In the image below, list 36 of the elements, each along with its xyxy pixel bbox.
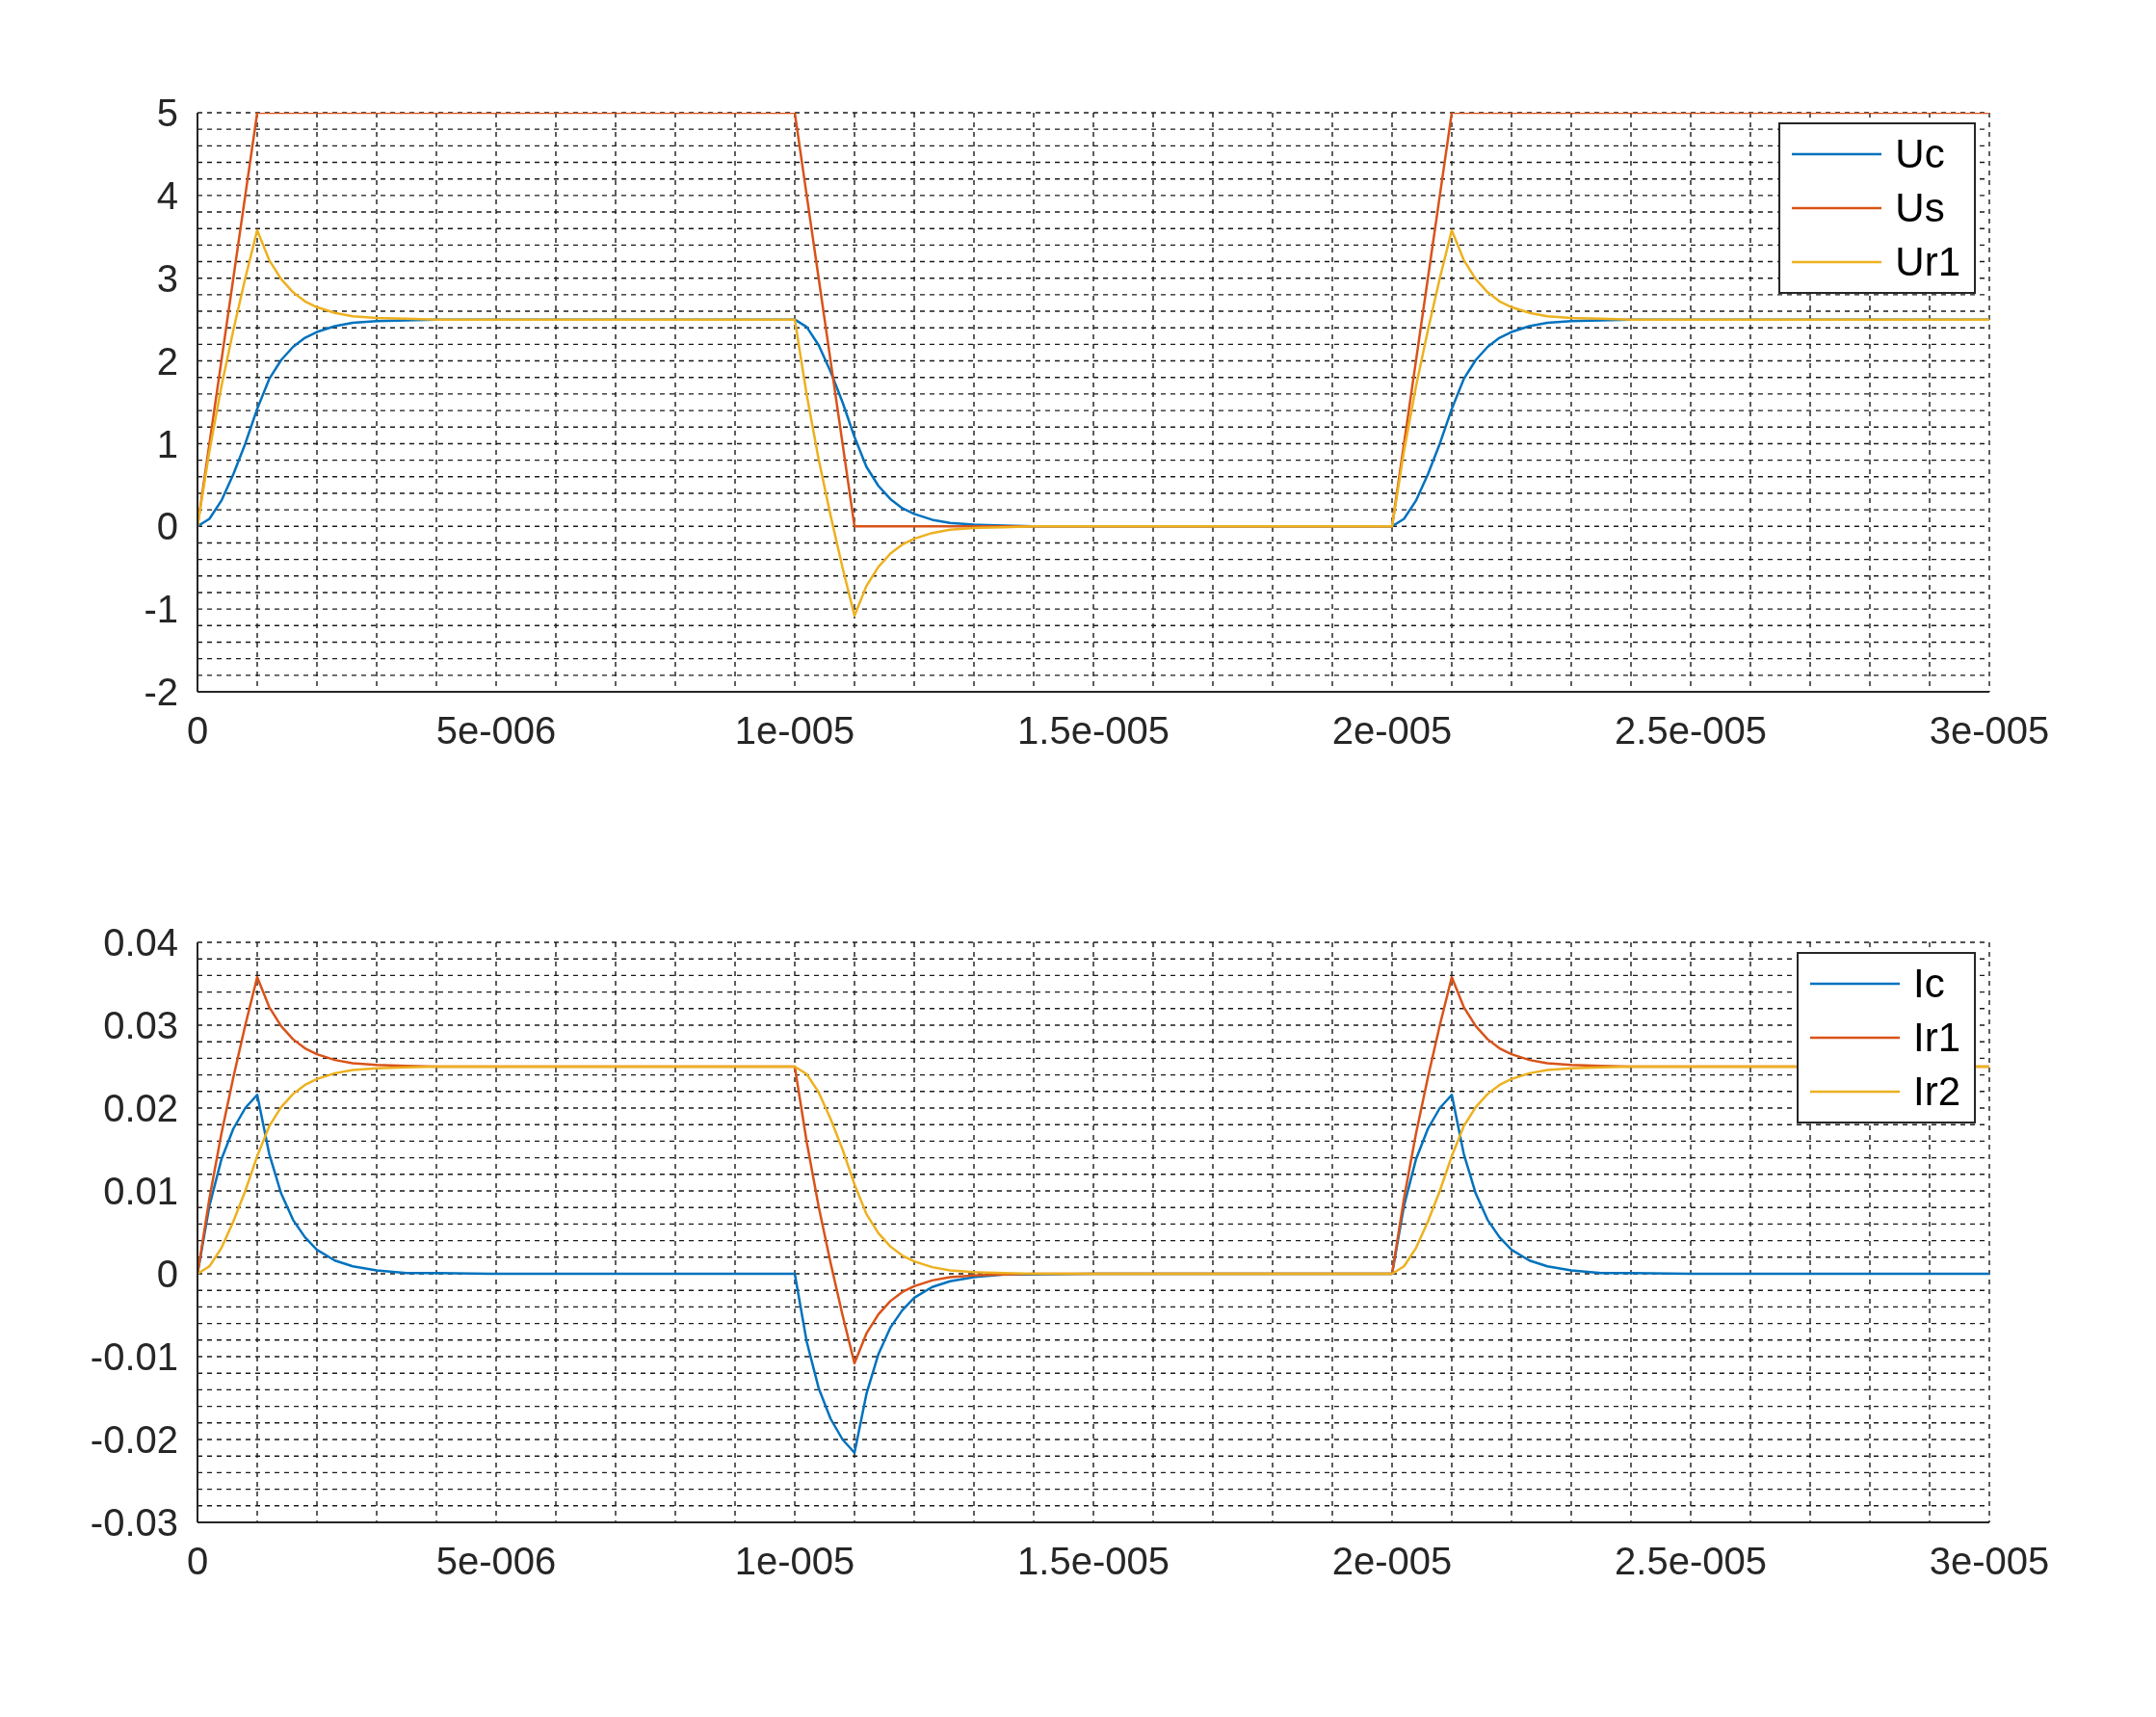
y-tick-label: 0.03: [103, 1004, 178, 1047]
x-tick-label: 3e-005: [1929, 709, 2050, 753]
y-tick-label: 1: [156, 422, 178, 465]
legend-label: Uc: [1895, 131, 1945, 177]
x-tick-label: 0: [186, 709, 209, 753]
x-tick-label: 0: [186, 1540, 209, 1583]
legend-label: Us: [1895, 185, 1945, 231]
y-tick-label: -2: [144, 671, 178, 714]
y-tick-label: 4: [156, 174, 178, 218]
y-tick-label: 5: [156, 92, 178, 135]
y-tick-label: -0.03: [90, 1501, 178, 1545]
y-tick-label: 0.01: [103, 1170, 178, 1213]
x-tick-label: 5e-006: [435, 1540, 557, 1583]
x-tick-label: 1.5e-005: [1017, 709, 1170, 753]
legend-label: Ic: [1912, 961, 1945, 1007]
y-tick-label: 0.02: [103, 1087, 178, 1130]
x-tick-label: 2e-005: [1331, 709, 1453, 753]
legend-label: Ur1: [1895, 239, 1960, 285]
x-tick-label: 1e-005: [734, 709, 855, 753]
legend-label: Ir2: [1912, 1069, 1960, 1115]
y-tick-label: 2: [156, 339, 178, 383]
x-tick-label: 2e-005: [1331, 1540, 1453, 1583]
y-tick-label: -0.01: [90, 1335, 178, 1379]
x-tick-label: 1.5e-005: [1017, 1540, 1170, 1583]
x-tick-label: 2.5e-005: [1615, 1540, 1767, 1583]
y-tick-label: 0.04: [103, 921, 178, 964]
x-tick-label: 2.5e-005: [1615, 709, 1767, 753]
x-tick-label: 3e-005: [1929, 1540, 2050, 1583]
x-tick-label: 5e-006: [435, 709, 557, 753]
y-tick-label: 3: [156, 256, 178, 300]
y-tick-label: -1: [144, 588, 178, 631]
y-tick-label: 0: [156, 505, 178, 548]
y-tick-label: 0: [156, 1253, 178, 1296]
y-tick-label: -0.02: [90, 1418, 178, 1462]
legend-label: Ir1: [1912, 1015, 1960, 1061]
x-tick-label: 1e-005: [734, 1540, 855, 1583]
